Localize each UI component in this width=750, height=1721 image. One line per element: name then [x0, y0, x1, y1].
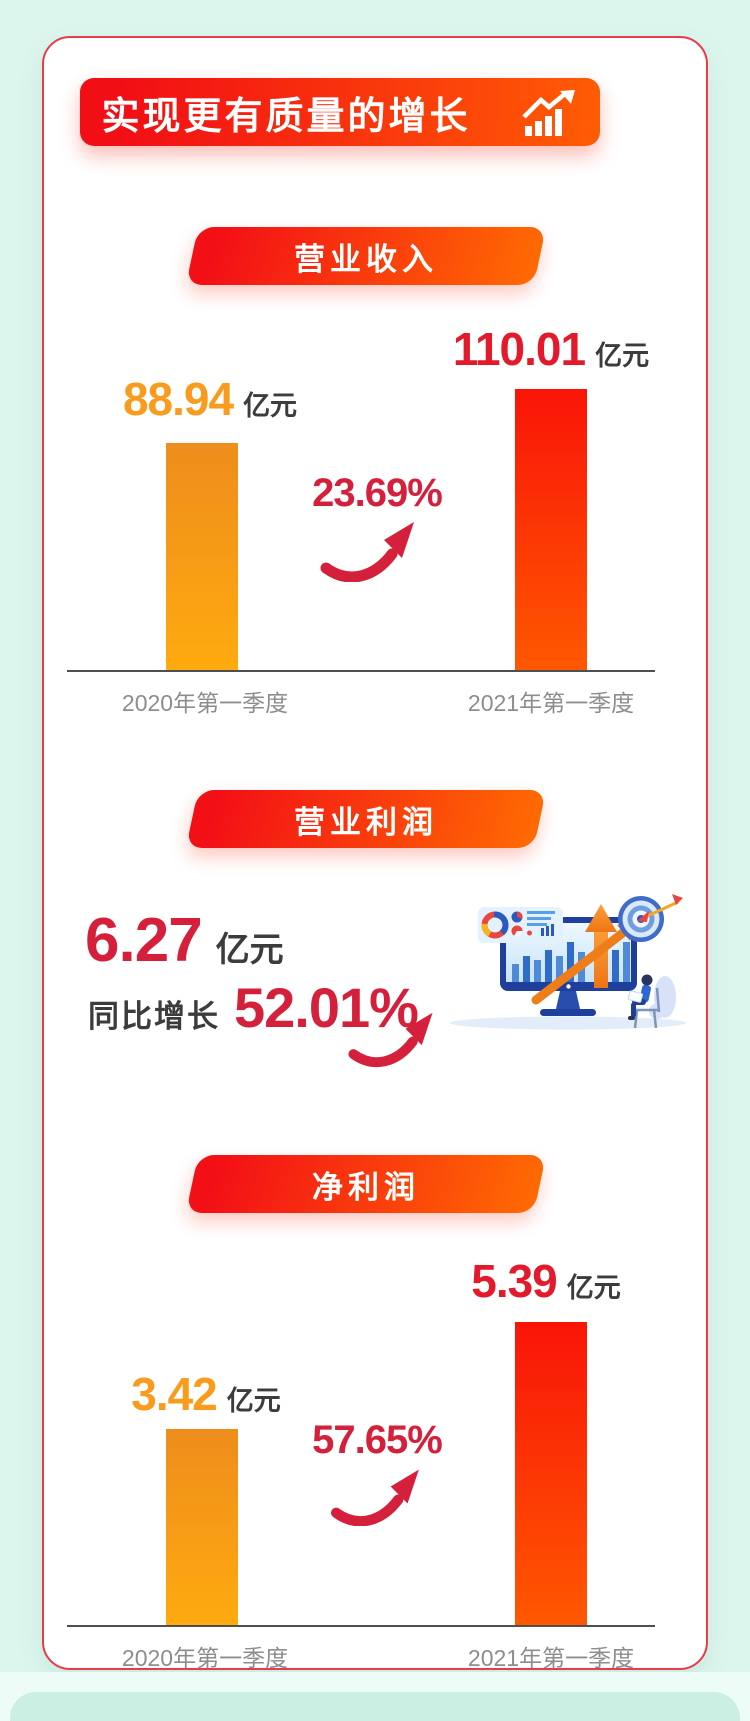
- section-title-revenue: 营业收入: [294, 241, 438, 277]
- revenue-growth-percent: 23.69%: [312, 471, 443, 515]
- revenue-2021-unit: 亿元: [595, 341, 650, 371]
- curved-up-arrow-icon: [320, 522, 414, 582]
- section-banner-operating-profit: 营业利润: [185, 790, 547, 848]
- header-banner: 实现更有质量的增长: [80, 78, 600, 146]
- section-title-net-profit: 净利润: [312, 1169, 420, 1205]
- revenue-label-2021: 2021年第一季度: [467, 690, 635, 716]
- revenue-2020-unit: 亿元: [243, 391, 298, 421]
- net-profit-bar-2020: [166, 1429, 238, 1626]
- monitor-growth-target-illustration: [450, 894, 686, 1030]
- section-title-operating-profit: 营业利润: [294, 804, 438, 840]
- revenue-2021-value: 110.01 亿元: [453, 322, 649, 376]
- operating-profit-unit: 亿元: [215, 931, 284, 969]
- revenue-2020-number: 88.94: [122, 373, 234, 425]
- yoy-label: 同比增长: [88, 999, 220, 1034]
- revenue-bar-2021: [515, 389, 587, 671]
- page-title: 实现更有质量的增长: [101, 95, 471, 138]
- revenue-bar-2020: [166, 443, 238, 671]
- revenue-axis-line: [67, 670, 655, 672]
- net-profit-axis-line: [67, 1625, 655, 1627]
- revenue-label-2020: 2020年第一季度: [121, 690, 289, 716]
- net-profit-2021-value: 5.39 亿元: [471, 1254, 621, 1308]
- net-profit-bar-2021: [515, 1322, 587, 1626]
- net-profit-label-2021: 2021年第一季度: [467, 1645, 635, 1671]
- revenue-2021-number: 110.01: [452, 323, 586, 375]
- dash-dot-divider: [55, 743, 695, 747]
- net-profit-growth-percent: 57.65%: [312, 1418, 443, 1462]
- operating-profit-value: 6.27 亿元: [85, 905, 284, 976]
- yoy-percent: 52.01%: [234, 976, 419, 1039]
- growth-bar-chart-icon: [522, 90, 575, 136]
- operating-profit-yoy: 同比增长 52.01%: [88, 975, 419, 1040]
- infographic-card: [42, 36, 708, 1670]
- net-profit-2020-unit: 亿元: [226, 1386, 281, 1416]
- operating-profit-number: 6.27: [85, 906, 203, 975]
- net-profit-2020-value: 3.42 亿元: [131, 1367, 281, 1421]
- revenue-2020-value: 88.94 亿元: [123, 372, 297, 426]
- net-profit-2021-unit: 亿元: [566, 1273, 621, 1303]
- section-banner-net-profit: 净利润: [185, 1155, 547, 1213]
- net-profit-2020-number: 3.42: [131, 1368, 218, 1420]
- curved-up-arrow-icon: [348, 1012, 433, 1067]
- net-profit-label-2020: 2020年第一季度: [121, 1645, 289, 1671]
- dash-dot-divider: [55, 1109, 695, 1113]
- next-card-top-edge: [10, 1692, 740, 1721]
- section-banner-revenue: 营业收入: [185, 227, 547, 285]
- net-profit-2021-number: 5.39: [471, 1255, 558, 1307]
- curved-up-arrow-icon: [331, 1469, 419, 1526]
